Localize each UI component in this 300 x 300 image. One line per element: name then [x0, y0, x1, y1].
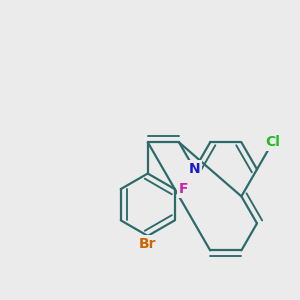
Text: Br: Br: [139, 237, 157, 251]
Text: N: N: [189, 162, 200, 176]
Text: Cl: Cl: [265, 135, 280, 149]
Text: F: F: [179, 182, 188, 196]
